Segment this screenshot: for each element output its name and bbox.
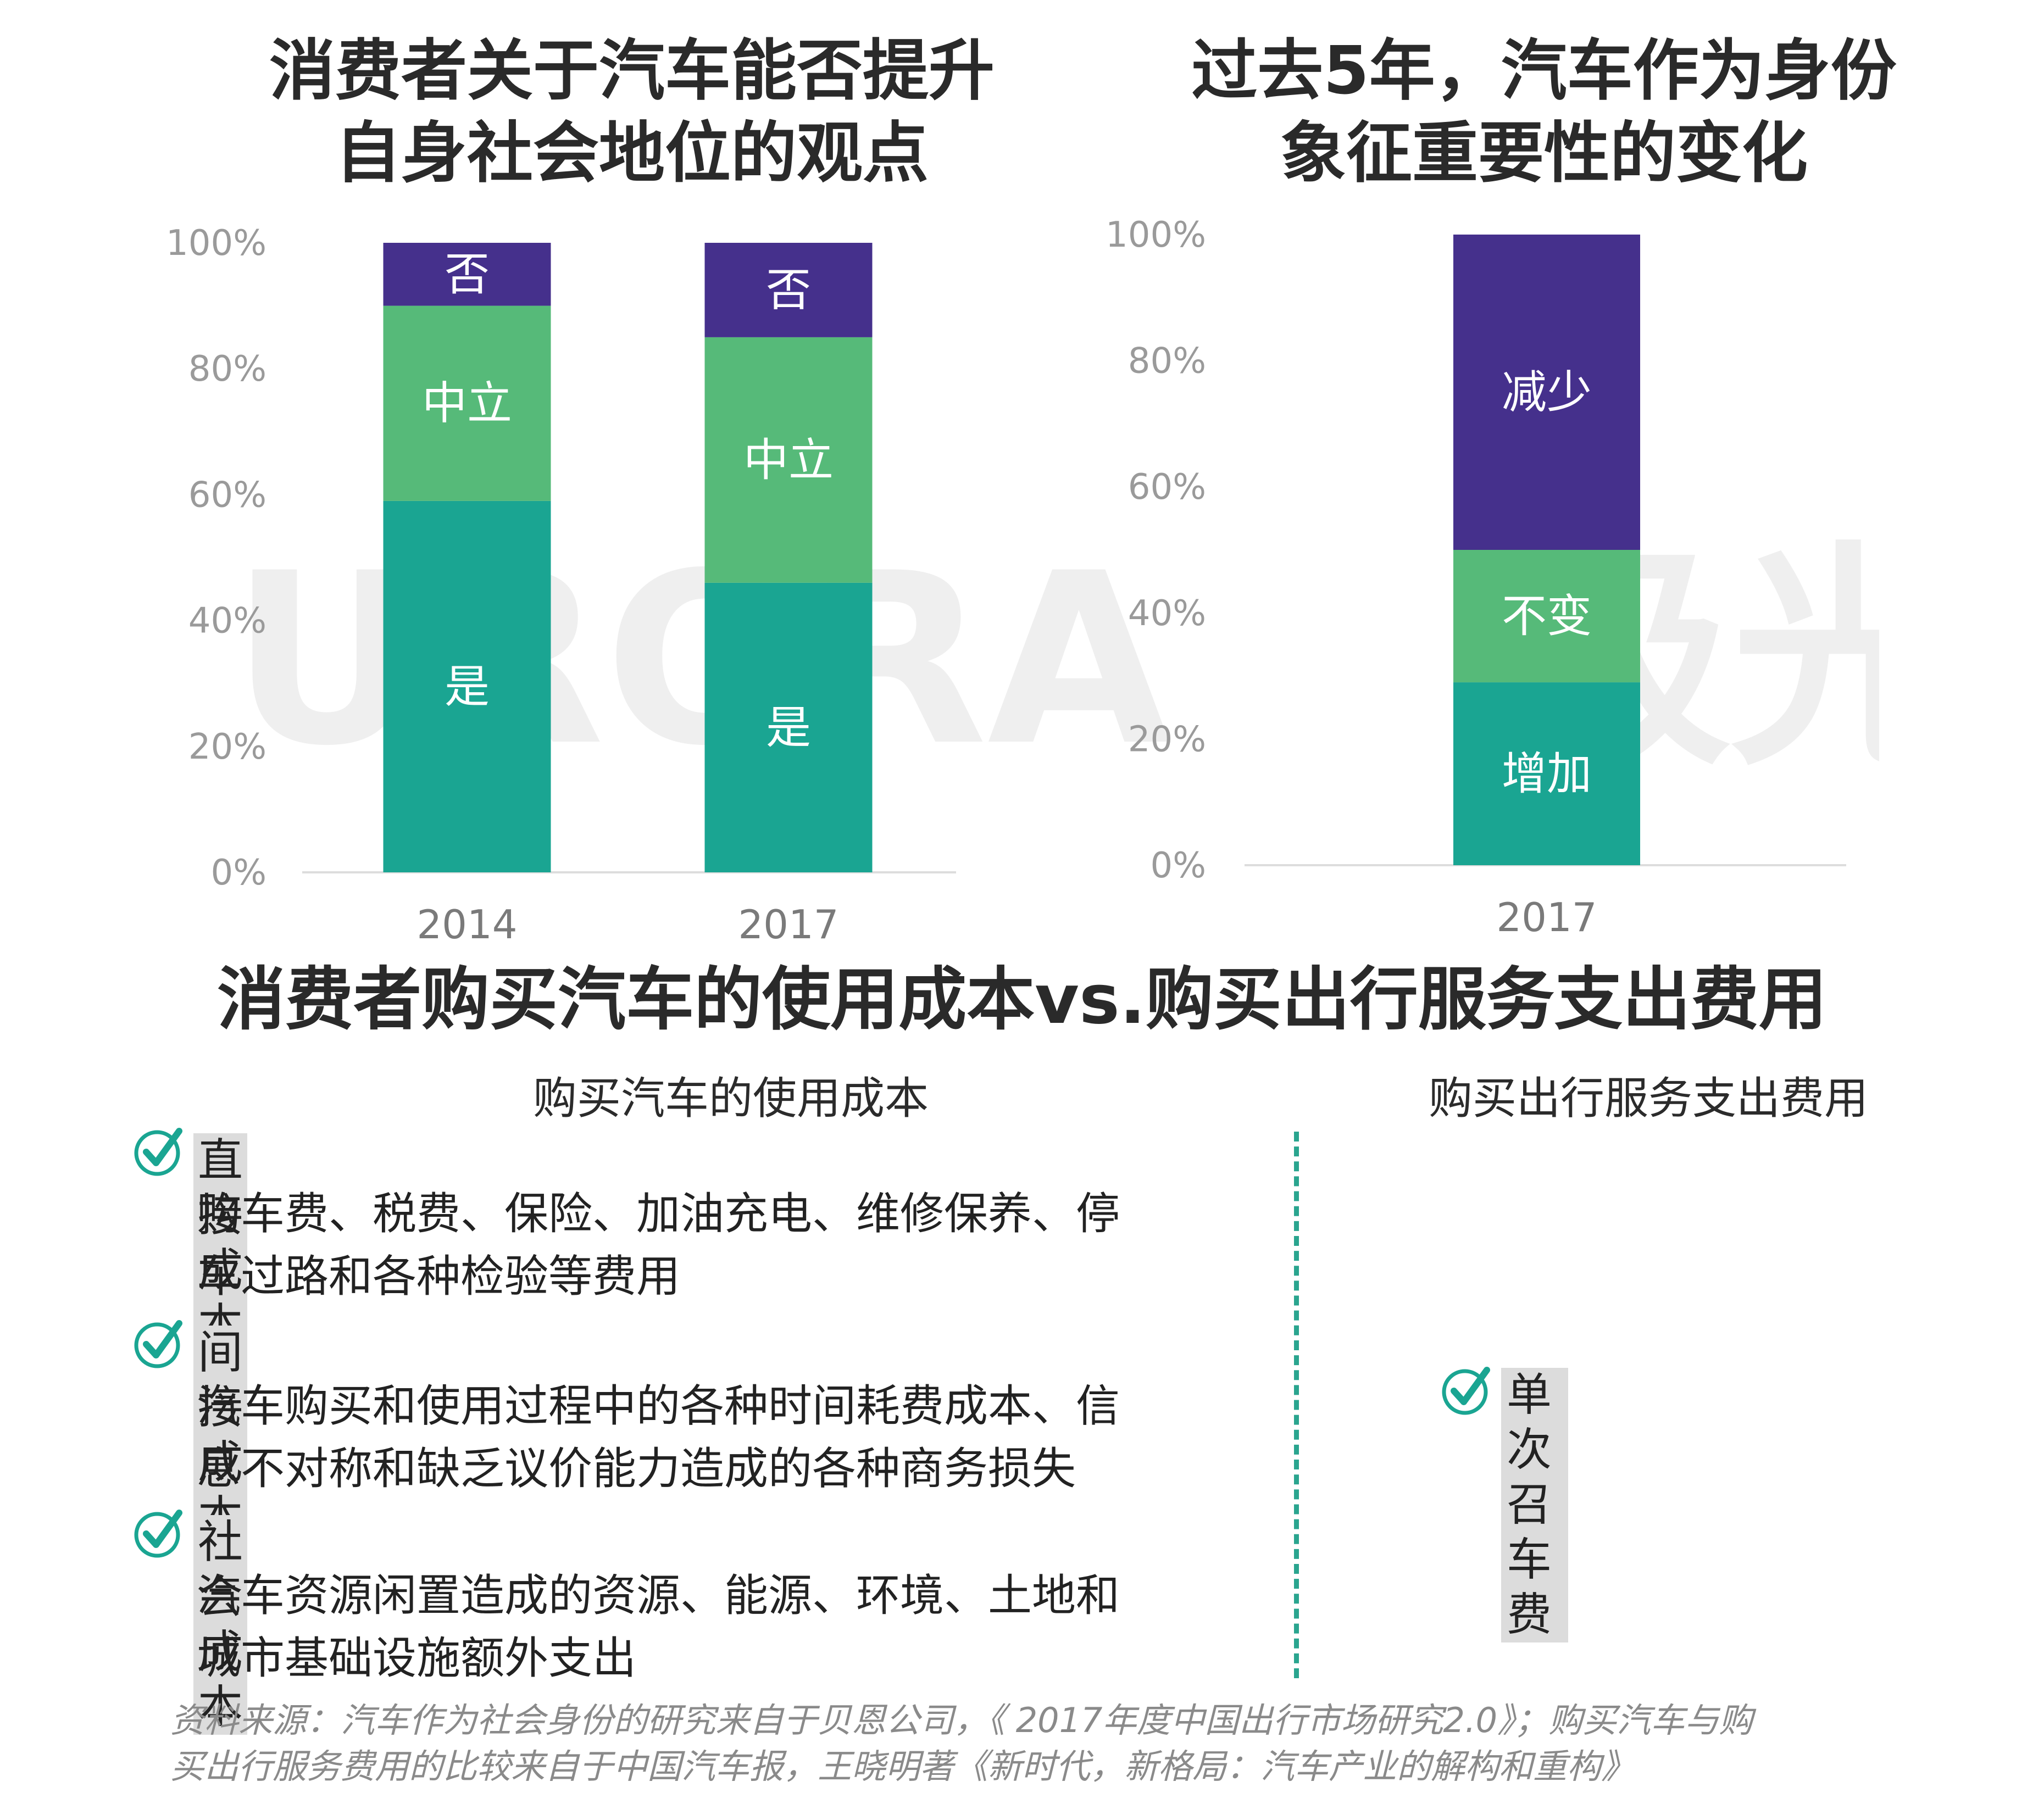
bar-segment-2014-2 bbox=[383, 243, 551, 306]
y-tick-label: 60% bbox=[1128, 467, 1206, 508]
check-icon bbox=[134, 1510, 182, 1558]
segment-label: 减少 bbox=[1502, 366, 1592, 419]
y-tick-label: 20% bbox=[188, 727, 266, 767]
segment-label: 中立 bbox=[743, 434, 834, 486]
segment-label: 是 bbox=[766, 701, 811, 754]
check-icon bbox=[1442, 1367, 1490, 1415]
segment-label: 否 bbox=[766, 264, 811, 316]
segment-label: 中立 bbox=[422, 377, 512, 430]
bar-segment-2014-1 bbox=[383, 305, 551, 501]
y-tick-label: 100% bbox=[166, 223, 266, 264]
bar-segment-2017-0 bbox=[704, 582, 873, 872]
comparison-title: 消费者购买汽车的使用成本vs.购买出行服务支出费用 bbox=[217, 960, 1827, 1039]
indirect-cost-description: 汽车购买和使用过程中的各种时间耗费成本、信 息不对称和缺乏议价能力造成的各种商务… bbox=[197, 1380, 1120, 1494]
bar-segment-2017-1 bbox=[1453, 550, 1640, 683]
segment-label: 否 bbox=[445, 248, 490, 300]
segment-label: 增加 bbox=[1502, 748, 1592, 800]
y-tick-label: 80% bbox=[188, 349, 266, 389]
y-tick-label: 0% bbox=[1150, 845, 1206, 886]
segment-label: 是 bbox=[445, 661, 490, 713]
x-tick-label: 2014 bbox=[416, 901, 517, 948]
y-tick-label: 80% bbox=[1128, 341, 1206, 382]
social-cost-label: 社会成本 bbox=[193, 1515, 248, 1735]
bar-segment-2017-1 bbox=[704, 337, 873, 583]
direct-cost-description: 购车费、税费、保险、加油充电、维修保养、停 车过路和各种检验等费用 bbox=[197, 1188, 1120, 1302]
bar-segment-2017-2 bbox=[1453, 235, 1640, 550]
single-ride-fee-label: 单次召车费 bbox=[1501, 1368, 1569, 1642]
x-tick-label: 2017 bbox=[738, 901, 838, 948]
check-icon bbox=[134, 1128, 182, 1176]
section-divider bbox=[1294, 1132, 1299, 1678]
segment-label: 不变 bbox=[1502, 591, 1592, 643]
y-tick-label: 60% bbox=[188, 475, 266, 515]
y-tick-label: 40% bbox=[188, 601, 266, 642]
right-stacked-bar-chart: 0% 20% 40% 60% 80% 100% 增加 不变 减少 2017 bbox=[1106, 215, 1846, 940]
y-tick-label: 0% bbox=[210, 853, 266, 893]
direct-cost-label: 直接成本 bbox=[193, 1133, 248, 1353]
y-tick-label: 40% bbox=[1128, 593, 1206, 634]
left-stacked-bar-chart: 0% 20% 40% 60% 80% 100% 是 中立 否 2014 是 中立 否 2017 bbox=[166, 223, 956, 948]
y-tick-label: 100% bbox=[1106, 215, 1206, 255]
left-chart-title: 消费者关于汽车能否提升 自身社会地位的观点 bbox=[269, 33, 995, 192]
check-icon bbox=[134, 1320, 182, 1368]
x-tick-label: 2017 bbox=[1496, 894, 1597, 940]
car-cost-heading: 购买汽车的使用成本 bbox=[533, 1073, 929, 1124]
right-chart-title: 过去5年，汽车作为身份 象征重要性的变化 bbox=[1191, 33, 1897, 192]
service-cost-heading: 购买出行服务支出费用 bbox=[1429, 1073, 1868, 1124]
source-note: 资料来源：汽车作为社会身份的研究来自于贝恩公司，《 2017年度中国出行市场研究… bbox=[170, 1700, 1753, 1786]
bar-segment-2014-0 bbox=[383, 500, 551, 872]
y-tick-label: 20% bbox=[1128, 719, 1206, 760]
bar-segment-2017-0 bbox=[1453, 682, 1640, 865]
bar-segment-2017-2 bbox=[704, 243, 873, 337]
social-cost-description: 汽车资源闲置造成的资源、能源、环境、土地和 城市基础设施额外支出 bbox=[197, 1570, 1120, 1684]
